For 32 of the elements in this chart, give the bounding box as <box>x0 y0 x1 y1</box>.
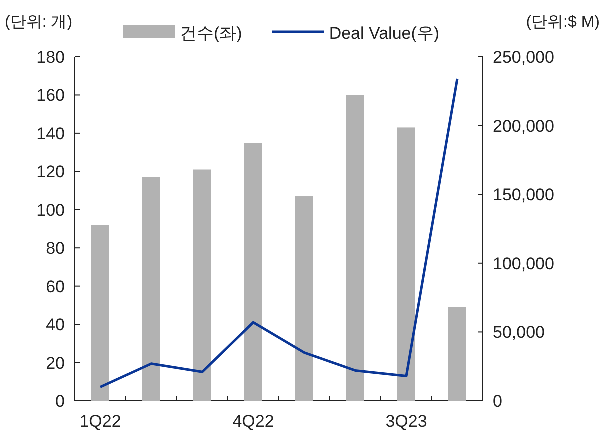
y2-axis-title: (단위:$ M) <box>526 14 600 31</box>
bar <box>92 225 110 401</box>
legend-label: 건수(좌) <box>180 24 242 43</box>
bar <box>194 170 212 401</box>
y2-tick-label: 250,000 <box>493 48 554 67</box>
y-tick-label: 100 <box>36 200 65 220</box>
y-axis-title: (단위: 개) <box>5 14 73 31</box>
line-series <box>99 78 459 388</box>
bar <box>346 95 364 401</box>
x-tick-label: 4Q22 <box>232 412 274 431</box>
bar <box>142 177 160 401</box>
y2-tick-label: 0 <box>493 392 502 411</box>
y-tick-label: 160 <box>36 86 65 106</box>
x-tick-label: 3Q23 <box>386 412 428 431</box>
y-tick-label: 60 <box>46 277 65 296</box>
bar <box>448 307 466 401</box>
bar <box>398 128 416 401</box>
bar <box>296 196 314 401</box>
x-tick-label: 1Q22 <box>80 412 122 431</box>
y-tick-label: 120 <box>36 162 65 182</box>
y-tick-label: 20 <box>46 354 65 373</box>
y-tick-label: 0 <box>56 392 65 411</box>
y2-tick-label: 200,000 <box>493 116 554 136</box>
y2-tick-label: 150,000 <box>493 186 554 205</box>
y-tick-label: 40 <box>46 316 65 335</box>
y-tick-label: 140 <box>36 124 65 144</box>
y2-tick-label: 100,000 <box>493 254 554 274</box>
bar <box>244 143 262 401</box>
y-tick-label: 80 <box>46 239 65 258</box>
y-tick-label: 180 <box>36 48 65 67</box>
legend-label: Deal Value(우) <box>329 24 440 43</box>
y2-tick-label: 50,000 <box>493 323 545 342</box>
